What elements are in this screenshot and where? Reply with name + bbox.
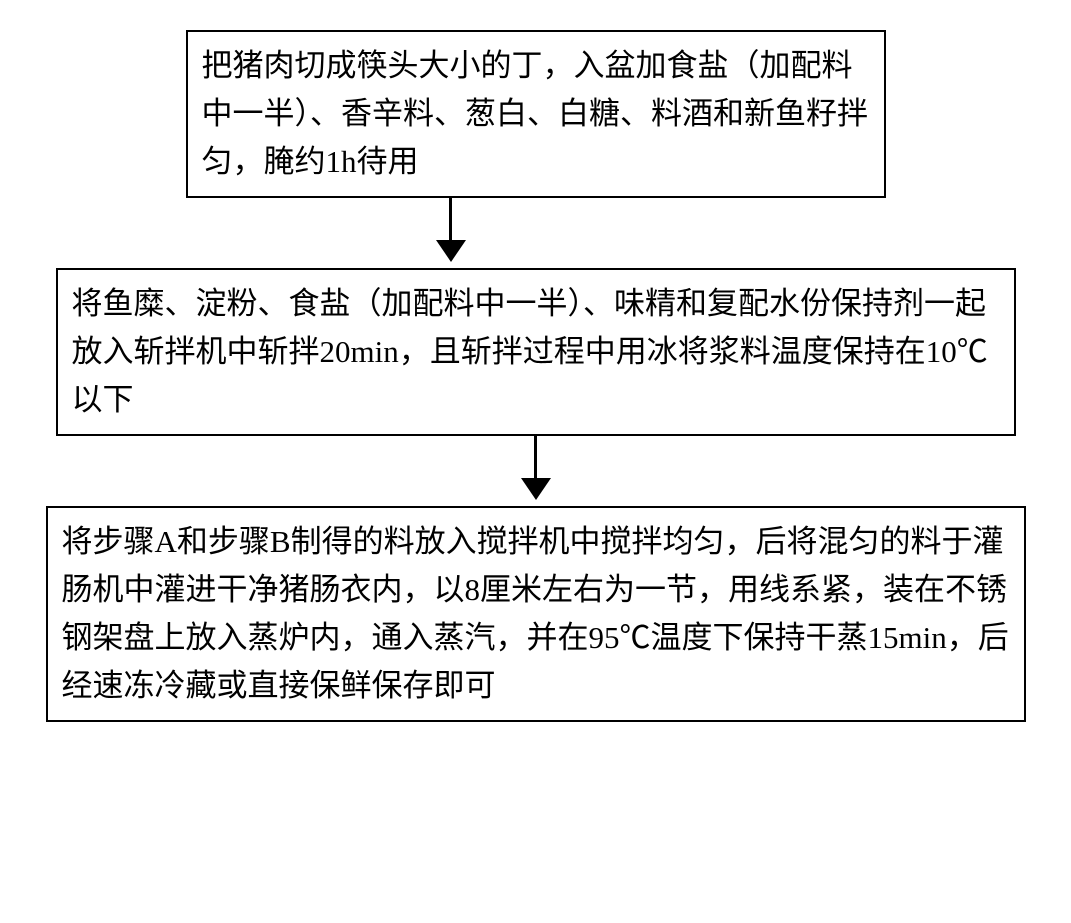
- arrow-line: [534, 436, 537, 478]
- flowchart-container: 把猪肉切成筷头大小的丁，入盆加食盐（加配料中一半）、香辛料、葱白、白糖、料酒和新…: [40, 30, 1031, 722]
- flowchart-step-b: 将鱼糜、淀粉、食盐（加配料中一半）、味精和复配水份保持剂一起放入斩拌机中斩拌20…: [56, 268, 1016, 436]
- arrow-line: [449, 198, 452, 240]
- arrow-b-to-c: [521, 436, 551, 506]
- flowchart-step-a: 把猪肉切成筷头大小的丁，入盆加食盐（加配料中一半）、香辛料、葱白、白糖、料酒和新…: [186, 30, 886, 198]
- arrow-head-icon: [521, 478, 551, 500]
- arrow-a-to-b: [436, 198, 466, 268]
- flowchart-step-c: 将步骤A和步骤B制得的料放入搅拌机中搅拌均匀，后将混匀的料于灌肠机中灌进干净猪肠…: [46, 506, 1026, 722]
- arrow-head-icon: [436, 240, 466, 262]
